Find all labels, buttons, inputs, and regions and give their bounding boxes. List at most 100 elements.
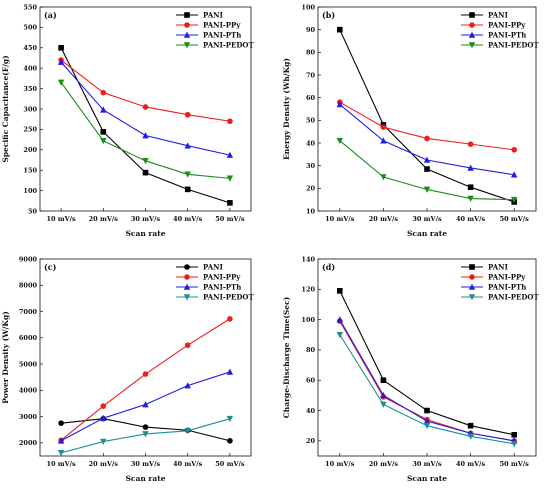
data-point <box>184 142 191 149</box>
y-axis-title: Power Density (W/Kg) <box>1 311 10 404</box>
legend-entry: PANI-PTh <box>488 283 526 292</box>
legend-marker <box>184 264 190 270</box>
series-2 <box>58 316 233 444</box>
data-point <box>184 427 191 435</box>
data-point <box>184 186 191 193</box>
legend-entry: PANI-PEDOT <box>488 293 540 302</box>
data-point <box>227 316 233 322</box>
legend-entry: PANI-PTh <box>203 31 241 40</box>
legend-entry: PANI-PPy <box>203 273 241 282</box>
data-point <box>142 158 149 165</box>
data-point <box>142 401 149 408</box>
y-tick-label: 500 <box>23 24 37 32</box>
data-point <box>511 441 518 448</box>
legend-marker <box>468 42 476 49</box>
x-tick-label: 10 mV/s <box>46 460 76 468</box>
x-axis-title: Scan rate <box>126 229 166 238</box>
data-point <box>380 391 387 399</box>
data-point <box>380 124 387 130</box>
series-3 <box>336 101 518 178</box>
legend-entry: PANI-PTh <box>488 31 526 40</box>
data-point <box>226 415 234 423</box>
data-point <box>423 422 431 430</box>
x-tick-label: 30 mV/s <box>412 460 442 468</box>
x-tick-label: 50 mV/s <box>500 460 530 468</box>
data-point <box>467 195 474 202</box>
legend-marker <box>183 294 191 301</box>
x-tick-label: 50 mV/s <box>215 460 245 468</box>
y-tick-label: 10 <box>306 207 316 215</box>
y-tick-label: 50 <box>306 117 316 125</box>
y-tick-label: 450 <box>23 44 37 52</box>
y-tick-label: 200 <box>23 146 37 154</box>
data-point <box>227 437 233 444</box>
data-point <box>511 196 518 204</box>
y-axis-title: Specific Capacitance(F/g) <box>1 55 10 162</box>
data-point <box>57 450 65 457</box>
y-tick-label: 550 <box>23 3 37 11</box>
data-point <box>142 132 149 139</box>
data-point <box>511 171 518 178</box>
y-tick-label: 100 <box>301 316 315 324</box>
y-tick-label: 100 <box>23 187 37 195</box>
y-tick-label: 400 <box>23 65 37 73</box>
data-point <box>336 316 343 323</box>
legend-marker <box>183 42 191 49</box>
legend-marker <box>469 12 475 18</box>
data-point <box>227 118 233 125</box>
legend-entry: PANI-PPy <box>488 273 526 282</box>
y-tick-label: 40 <box>306 139 316 147</box>
data-point <box>423 417 431 424</box>
data-point <box>226 368 234 375</box>
legend-marker <box>469 274 475 280</box>
y-tick-label: 4000 <box>19 387 38 395</box>
data-point <box>336 137 343 145</box>
panel-label: (d) <box>322 262 335 272</box>
data-point <box>142 169 149 176</box>
y-tick-label: 20 <box>306 437 316 445</box>
panel-label: (c) <box>44 262 57 272</box>
data-point <box>227 200 233 206</box>
legend-marker <box>468 283 476 290</box>
data-point <box>336 101 343 108</box>
data-point <box>337 288 343 294</box>
x-tick-label: 10 mV/s <box>325 460 355 468</box>
data-point <box>58 420 64 426</box>
data-point <box>100 89 107 96</box>
chart-panel-1: (a) 50 100 150 200 250 300 350 400 450 500 550 10 mV… <box>1 3 255 238</box>
y-tick-label: 70 <box>306 71 316 79</box>
x-axis-title: Scan rate <box>126 474 166 483</box>
data-point <box>380 137 387 144</box>
data-point <box>423 186 431 193</box>
data-point <box>100 129 107 135</box>
series-line <box>60 47 231 204</box>
data-point <box>57 58 65 65</box>
legend-marker <box>469 264 475 270</box>
legend-entry: PANI-PPy <box>203 21 241 30</box>
y-tick-label: 8000 <box>19 282 38 290</box>
y-tick-label: 150 <box>23 167 37 175</box>
data-point <box>142 424 149 430</box>
data-point <box>337 26 343 33</box>
data-point <box>380 174 387 181</box>
legend-entry: PANI <box>488 11 508 20</box>
y-tick-label: 100 <box>301 3 315 11</box>
data-point <box>57 79 65 86</box>
series-2 <box>58 57 233 125</box>
y-tick-label: 350 <box>23 85 37 93</box>
y-tick-label: 2000 <box>19 439 38 447</box>
data-point <box>142 431 149 438</box>
y-tick-label: 140 <box>301 255 315 263</box>
data-point <box>142 104 149 110</box>
y-axis-title: Energy Density (Wh/Kg) <box>282 58 291 160</box>
data-point <box>142 371 149 377</box>
data-point <box>380 377 387 384</box>
data-point <box>100 403 107 409</box>
y-tick-label: 60 <box>306 377 316 385</box>
data-point <box>226 175 234 182</box>
data-point <box>100 438 107 445</box>
legend-entry: PANI-PPy <box>488 21 526 30</box>
series-2 <box>337 99 517 153</box>
x-axis-title: Scan rate <box>407 474 447 483</box>
